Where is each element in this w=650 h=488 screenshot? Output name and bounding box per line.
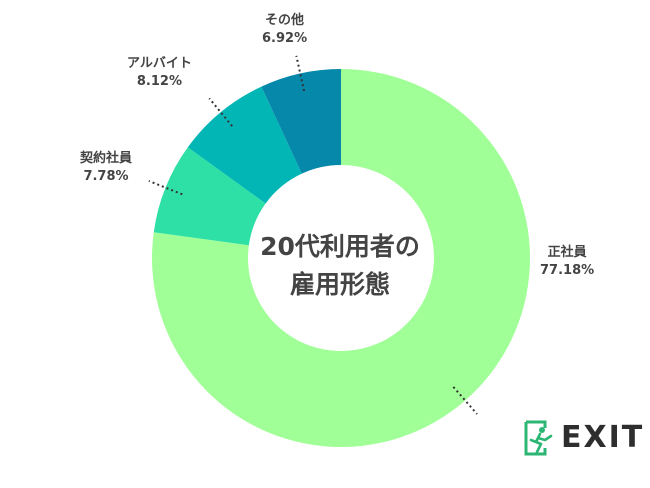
chart-title-line-1: 20代利用者の	[260, 232, 420, 261]
slice-arubaito	[187, 86, 302, 204]
slice-name: アルバイト	[127, 56, 192, 71]
donut-slices	[152, 69, 530, 447]
slice-keiyaku	[153, 147, 266, 246]
logo-text: EXIT	[561, 420, 645, 455]
slice-name: 契約社員	[80, 151, 133, 166]
slice-sonota	[261, 69, 341, 174]
exit-logo: EXIT	[523, 418, 643, 458]
slice-value: 8.12%	[136, 74, 182, 89]
slice-value: 6.92%	[262, 31, 308, 46]
leader-line	[208, 97, 233, 127]
slice-value: 77.18%	[540, 263, 595, 278]
slice-label-seishain: 正社員 77.18%	[540, 244, 594, 280]
chart-title-line-2: 雇用形態	[289, 270, 390, 299]
running-exit-icon	[524, 420, 553, 456]
slice-value: 7.78%	[83, 169, 129, 184]
slice-name: その他	[265, 13, 305, 28]
leader-line	[148, 180, 183, 196]
leader-lines	[148, 55, 478, 415]
slice-label-arubaito: アルバイト 8.12%	[127, 55, 192, 91]
slice-seishain	[152, 69, 530, 447]
leader-line	[295, 55, 306, 92]
slice-label-keiyaku: 契約社員 7.78%	[80, 150, 132, 186]
slice-name: 正社員	[547, 245, 587, 260]
chart-title: 20代利用者の 雇用形態	[235, 228, 445, 304]
leader-line	[452, 386, 478, 415]
slice-label-sonota: その他 6.92%	[262, 12, 307, 48]
